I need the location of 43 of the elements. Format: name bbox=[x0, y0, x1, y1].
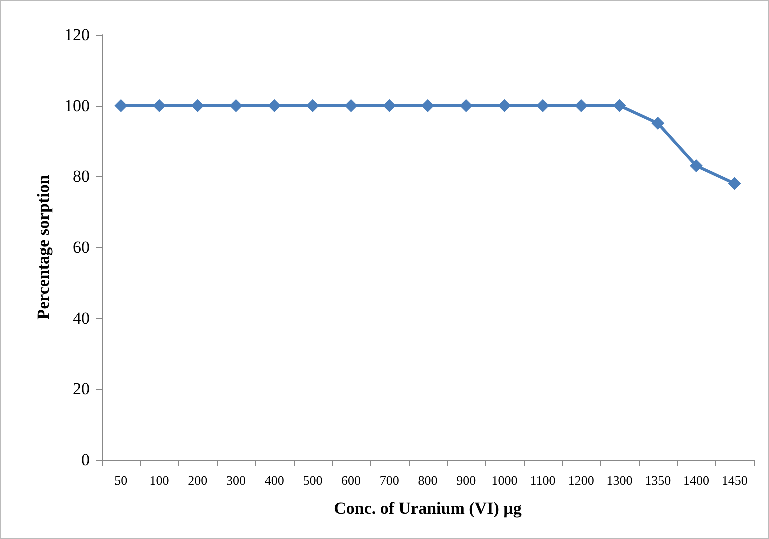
point bbox=[536, 99, 550, 112]
x-tick-label: 1300 bbox=[606, 473, 633, 488]
x-axis-title: Conc. of Uranium (VI) µg bbox=[334, 499, 522, 518]
point bbox=[344, 99, 358, 112]
point bbox=[690, 160, 703, 173]
x-tick-label: 900 bbox=[456, 473, 476, 488]
point bbox=[498, 99, 512, 112]
y-tick-label: 120 bbox=[64, 26, 90, 44]
x-tick-label: 1200 bbox=[568, 473, 594, 488]
y-tick-label: 20 bbox=[73, 380, 90, 399]
y-tick-label: 80 bbox=[73, 167, 90, 186]
x-tick-label: 200 bbox=[188, 473, 208, 488]
x-tick-label: 400 bbox=[264, 473, 284, 488]
x-tick-label: 500 bbox=[303, 473, 323, 488]
point bbox=[652, 117, 665, 130]
y-axis-title: Percentage sorption bbox=[34, 174, 53, 320]
point bbox=[306, 99, 320, 112]
x-tick-label: 1100 bbox=[530, 473, 556, 488]
point bbox=[728, 177, 742, 190]
x-tick-label: 100 bbox=[150, 473, 170, 488]
point bbox=[613, 99, 626, 112]
x-tick-label: 600 bbox=[342, 473, 362, 488]
point bbox=[422, 99, 434, 112]
x-tick-label: 700 bbox=[380, 473, 400, 488]
point bbox=[383, 99, 396, 112]
point bbox=[114, 99, 128, 112]
point bbox=[460, 99, 473, 112]
y-tick-label: 60 bbox=[73, 238, 90, 257]
y-tick-label: 0 bbox=[82, 450, 90, 470]
x-tick-label: 50 bbox=[114, 473, 128, 488]
x-tick-label: 1350 bbox=[645, 473, 672, 488]
y-tick-label: 40 bbox=[73, 308, 90, 328]
y-tick-label: 100 bbox=[64, 96, 90, 116]
x-tick-label: 1450 bbox=[722, 473, 748, 488]
x-tick-label: 800 bbox=[418, 473, 438, 488]
x-tick-label: 1400 bbox=[683, 473, 710, 488]
x-tick-label: 1000 bbox=[492, 473, 518, 488]
point bbox=[191, 99, 204, 112]
point bbox=[268, 99, 282, 112]
point bbox=[230, 99, 243, 112]
x-tick-label: 300 bbox=[226, 473, 246, 488]
point bbox=[153, 99, 166, 112]
point bbox=[574, 99, 588, 112]
